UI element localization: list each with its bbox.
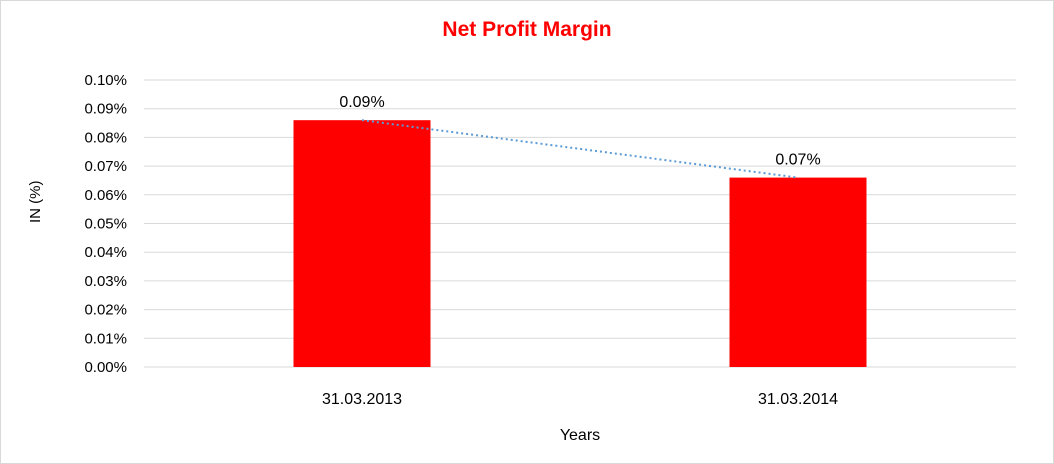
bar — [293, 120, 431, 368]
x-axis-label: Years — [559, 427, 601, 444]
y-tick-label: 0.08% — [84, 129, 127, 146]
chart-title: Net Profit Margin — [442, 18, 612, 41]
y-tick-label: 0.03% — [84, 273, 127, 290]
bar — [729, 177, 867, 367]
x-tick-label: 31.03.2014 — [758, 391, 838, 408]
y-tick-label: 0.05% — [84, 216, 127, 233]
y-tick-label: 0.00% — [84, 359, 127, 376]
y-axis-label: IN (%) — [27, 180, 44, 224]
y-tick-label: 0.09% — [84, 101, 127, 118]
y-tick-label: 0.04% — [84, 244, 127, 261]
y-tick-label: 0.02% — [84, 302, 127, 319]
y-tick-label: 0.07% — [84, 158, 127, 175]
y-tick-label: 0.01% — [84, 330, 127, 347]
x-tick-label: 31.03.2013 — [322, 391, 402, 408]
data-label: 0.09% — [339, 94, 384, 111]
data-label: 0.07% — [775, 152, 820, 169]
y-tick-label: 0.10% — [84, 72, 127, 89]
y-tick-label: 0.06% — [84, 187, 127, 204]
trendline — [361, 119, 799, 179]
